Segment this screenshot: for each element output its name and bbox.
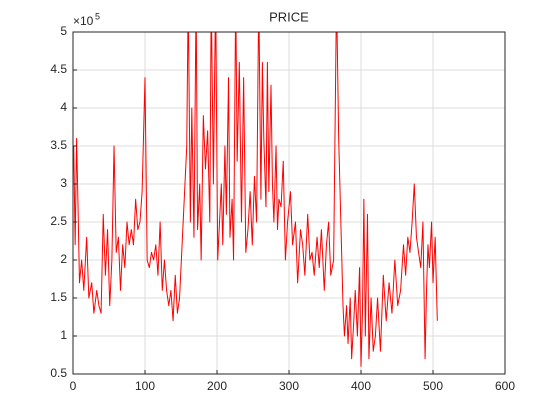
- y-tick-label: 5: [60, 24, 67, 38]
- y-exponent-base: ×10: [73, 14, 94, 28]
- x-tick-label: 500: [423, 379, 443, 393]
- y-tick-label: 4.5: [50, 62, 67, 76]
- lines: [73, 32, 438, 367]
- y-exponent-power: 5: [95, 11, 100, 21]
- y-tick-label: 2.5: [50, 214, 67, 228]
- y-tick-label: 1.5: [50, 290, 67, 304]
- y-tick-label: 3: [60, 176, 67, 190]
- x-tick-label: 0: [70, 379, 77, 393]
- y-tick-label: 2: [60, 252, 67, 266]
- y-tick-label: 3.5: [50, 138, 67, 152]
- chart-title: PRICE: [269, 9, 309, 24]
- ticks: 0 100 200 300 400 500 600 0.5 1 1.5 2 2.5 3 3.5 4 4.5 5: [50, 24, 515, 393]
- x-tick-label: 100: [135, 379, 155, 393]
- x-tick-label: 300: [279, 379, 299, 393]
- y-tick-label: 4: [60, 100, 67, 114]
- x-tick-label: 600: [495, 379, 515, 393]
- y-tick-label: 1: [60, 328, 67, 342]
- x-tick-label: 200: [207, 379, 227, 393]
- price-line: [73, 32, 438, 367]
- x-tick-label: 400: [351, 379, 371, 393]
- y-tick-label: 0.5: [50, 366, 67, 380]
